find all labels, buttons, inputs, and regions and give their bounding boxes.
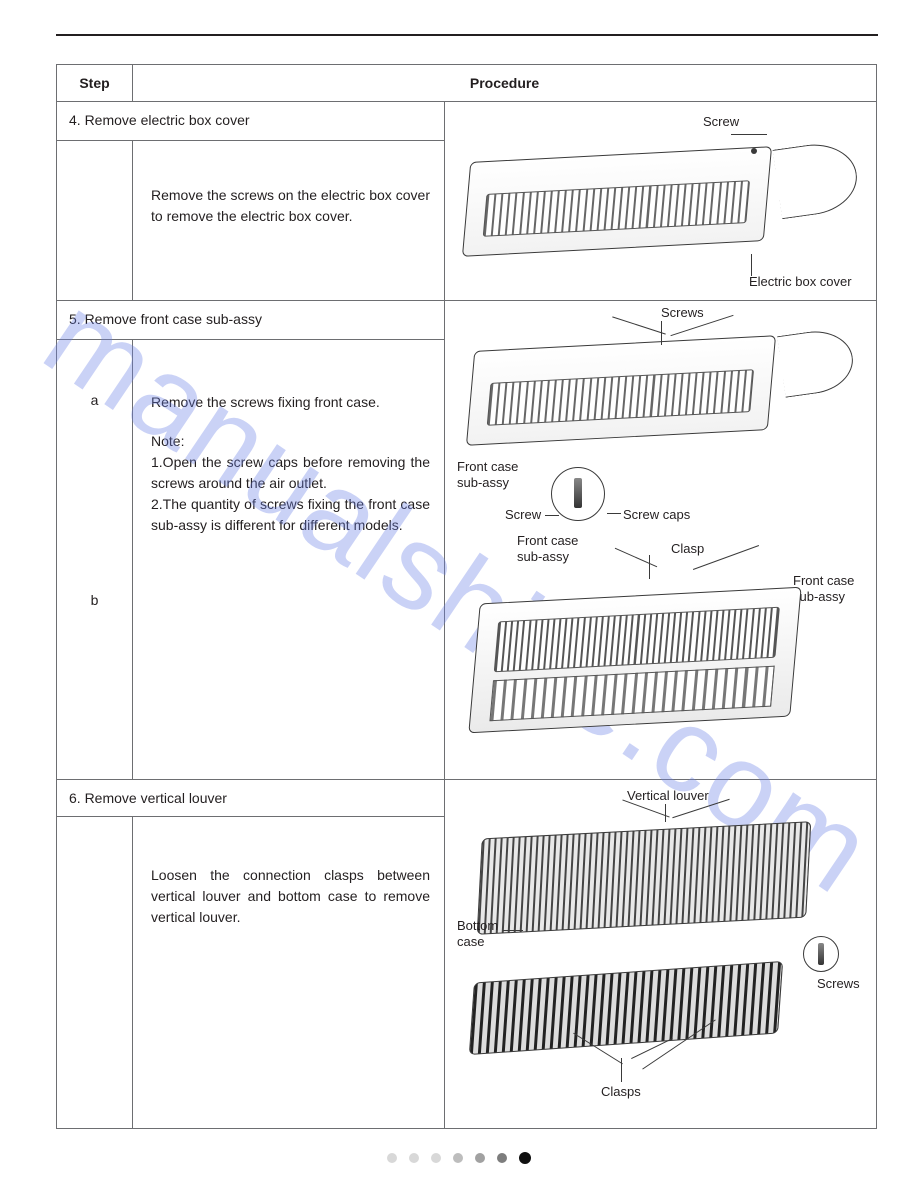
- dot-5: [475, 1153, 485, 1163]
- step4-leader-2: [751, 254, 752, 276]
- step5-title: 5. Remove front case sub-assy: [57, 301, 445, 340]
- step5-figure: Screws Front case sub-assy Screw Screw c…: [451, 307, 870, 773]
- step5-ac-unit-b: [468, 587, 801, 734]
- dot-7: [519, 1152, 531, 1164]
- step4-label-ebox: Electric box cover: [749, 274, 852, 289]
- step5-label-screws: Screws: [661, 305, 704, 320]
- dot-6: [497, 1153, 507, 1163]
- dot-2: [409, 1153, 419, 1163]
- step5-leader-s2: [612, 316, 666, 334]
- step4-title: 4. Remove electric box cover: [57, 102, 445, 141]
- step5-label-screw: Screw: [505, 507, 541, 522]
- step4-desc-text: Remove the screws on the electric box co…: [151, 185, 430, 227]
- dot-4: [453, 1153, 463, 1163]
- step5-sub-b: b: [61, 592, 128, 608]
- step6-diagram: Vertical louver Bottom case Screws: [445, 780, 877, 1129]
- step6-body-top: [477, 821, 812, 935]
- step5-title-row: 5. Remove front case sub-assy Screws Fro…: [57, 301, 877, 340]
- step6-sub: [57, 817, 133, 1129]
- manual-page: manualshive.com Step Procedure 4. Remove…: [0, 0, 918, 1188]
- step4-screw-dot: [751, 148, 757, 154]
- step4-flap: [773, 139, 862, 219]
- step6-figure: Vertical louver Bottom case Screws: [451, 786, 870, 1122]
- step6-title-row: 6. Remove vertical louver Vertical louve…: [57, 780, 877, 817]
- top-rule: [56, 34, 878, 36]
- step5-ac-unit-a: [466, 335, 776, 446]
- step6-desc: Loosen the connection clasps between ver…: [133, 817, 445, 1129]
- step6-body-bottom: [469, 961, 783, 1055]
- header-step: Step: [57, 65, 133, 102]
- step5-desc-a: Remove the screws fixing front case.: [151, 392, 430, 413]
- step5-note-head: Note:: [151, 431, 430, 452]
- step5-leader-sc1: [545, 515, 559, 516]
- step6-title: 6. Remove vertical louver: [57, 780, 445, 817]
- step5-screw-icon: [574, 478, 582, 508]
- step6-label-vlouver: Vertical louver: [627, 788, 709, 803]
- step5-label-fc2a: Front case: [517, 533, 578, 548]
- dot-1: [387, 1153, 397, 1163]
- step5-note-1: 1.Open the screw caps before removing th…: [151, 452, 430, 494]
- step6-desc-text: Loosen the connection clasps between ver…: [151, 865, 430, 928]
- dot-3: [431, 1153, 441, 1163]
- step5-callout-circle: [551, 467, 605, 521]
- step4-diagram: Screw Electric box cover: [445, 102, 877, 301]
- step6-label-clasps: Clasps: [601, 1084, 641, 1099]
- page-dots: [387, 1152, 531, 1164]
- step5-label-fc2b: sub-assy: [517, 549, 569, 564]
- step5-sub: a b: [57, 340, 133, 780]
- step5-desc: Remove the screws fixing front case. Not…: [133, 340, 445, 780]
- step6-leader-v1: [665, 804, 666, 822]
- step6-label-bc1: Bottom: [457, 918, 498, 933]
- step6-label-screws: Screws: [817, 976, 860, 991]
- step4-leader-1: [731, 134, 767, 135]
- procedure-table: Step Procedure 4. Remove electric box co…: [56, 64, 877, 1129]
- step5-label-fc3a: Front case: [793, 573, 854, 588]
- step6-leader-bc: [503, 930, 523, 931]
- step4-sub: [57, 141, 133, 301]
- step4-ac-unit: [462, 146, 772, 257]
- step6-screw-icon: [818, 943, 824, 965]
- header-procedure: Procedure: [133, 65, 877, 102]
- step5-leader-c2: [615, 548, 657, 568]
- step5-leader-sc2: [607, 513, 621, 514]
- step5-leader-c1: [649, 555, 650, 579]
- step6-label-bc2: case: [457, 934, 484, 949]
- step4-label-screw: Screw: [703, 114, 739, 129]
- step5-label-clasp: Clasp: [671, 541, 704, 556]
- step5-label-fc1b: sub-assy: [457, 475, 509, 490]
- step4-title-row: 4. Remove electric box cover Screw Elect…: [57, 102, 877, 141]
- step4-desc: Remove the screws on the electric box co…: [133, 141, 445, 301]
- step6-leader-cl2: [621, 1058, 622, 1082]
- step5-sub-a: a: [61, 392, 128, 408]
- step5-label-screwcaps: Screw caps: [623, 507, 690, 522]
- step4-figure: Screw Electric box cover: [451, 108, 870, 294]
- step5-diagram: Screws Front case sub-assy Screw Screw c…: [445, 301, 877, 780]
- step5-note-2: 2.The quantity of screws fixing the fron…: [151, 494, 430, 536]
- step5-flap-a: [777, 326, 857, 397]
- table-header-row: Step Procedure: [57, 65, 877, 102]
- step5-label-fc1a: Front case: [457, 459, 518, 474]
- step6-screw-callout: [803, 936, 839, 972]
